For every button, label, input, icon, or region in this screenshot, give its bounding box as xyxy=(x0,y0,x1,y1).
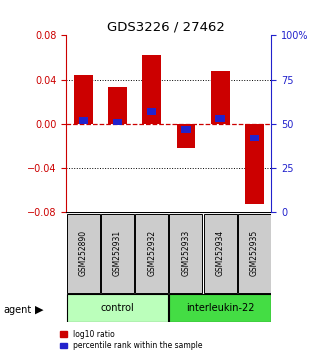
Bar xyxy=(113,119,122,125)
Text: GDS3226 / 27462: GDS3226 / 27462 xyxy=(107,20,224,33)
Bar xyxy=(101,214,134,293)
Bar xyxy=(215,115,225,122)
Text: GSM252932: GSM252932 xyxy=(147,230,156,276)
Bar xyxy=(169,214,202,293)
Legend: log10 ratio, percentile rank within the sample: log10 ratio, percentile rank within the … xyxy=(60,330,203,350)
Text: control: control xyxy=(101,303,134,313)
Bar xyxy=(238,214,271,293)
Text: GSM252935: GSM252935 xyxy=(250,230,259,276)
Text: GSM252933: GSM252933 xyxy=(181,230,190,276)
Bar xyxy=(211,71,229,124)
Text: GSM252890: GSM252890 xyxy=(79,230,88,276)
Bar xyxy=(181,126,191,132)
Bar xyxy=(142,55,161,124)
Bar xyxy=(204,214,237,293)
Bar xyxy=(108,87,127,124)
Bar xyxy=(245,124,264,204)
Text: interleukin-22: interleukin-22 xyxy=(186,303,254,313)
Bar xyxy=(147,108,157,115)
Bar xyxy=(78,117,88,124)
Text: GSM252934: GSM252934 xyxy=(215,230,225,276)
Bar xyxy=(74,75,93,124)
Bar xyxy=(176,124,195,148)
Bar xyxy=(67,294,168,322)
Text: GSM252931: GSM252931 xyxy=(113,230,122,276)
Bar xyxy=(250,135,259,141)
Text: agent: agent xyxy=(3,305,31,315)
Bar xyxy=(169,294,271,322)
Bar xyxy=(67,214,100,293)
Text: ▶: ▶ xyxy=(35,305,43,315)
Bar xyxy=(135,214,168,293)
